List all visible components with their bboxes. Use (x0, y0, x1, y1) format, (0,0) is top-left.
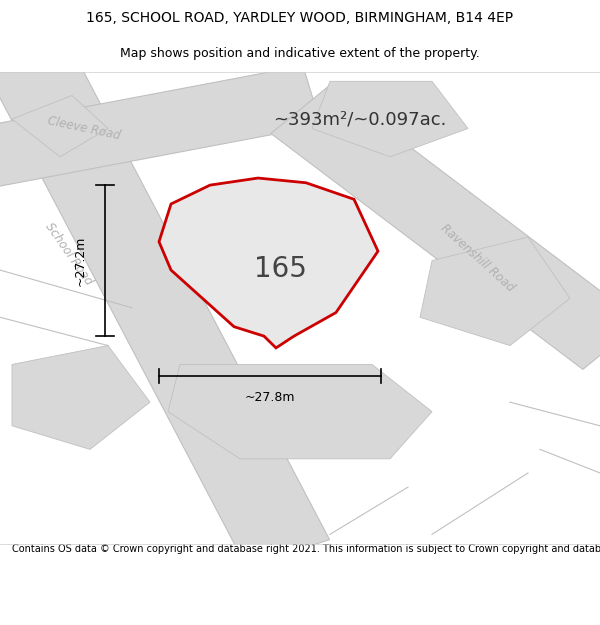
Polygon shape (312, 81, 468, 157)
Text: Ravenshill Road: Ravenshill Road (437, 222, 517, 294)
Text: ~27.8m: ~27.8m (245, 391, 295, 404)
Text: Cleeve Road: Cleeve Road (46, 114, 122, 142)
Polygon shape (159, 178, 378, 348)
Text: ~27.2m: ~27.2m (73, 236, 86, 286)
Polygon shape (271, 86, 600, 369)
Polygon shape (12, 346, 150, 449)
Polygon shape (0, 66, 321, 187)
Polygon shape (168, 364, 432, 459)
Polygon shape (0, 49, 329, 567)
Text: 165: 165 (254, 255, 307, 282)
Text: ~393m²/~0.097ac.: ~393m²/~0.097ac. (274, 110, 446, 128)
Text: Contains OS data © Crown copyright and database right 2021. This information is : Contains OS data © Crown copyright and d… (12, 544, 600, 554)
Text: 165, SCHOOL ROAD, YARDLEY WOOD, BIRMINGHAM, B14 4EP: 165, SCHOOL ROAD, YARDLEY WOOD, BIRMINGH… (86, 11, 514, 25)
Text: Map shows position and indicative extent of the property.: Map shows position and indicative extent… (120, 48, 480, 61)
Polygon shape (12, 96, 108, 157)
Text: School Road: School Road (43, 220, 95, 288)
Polygon shape (420, 237, 570, 346)
